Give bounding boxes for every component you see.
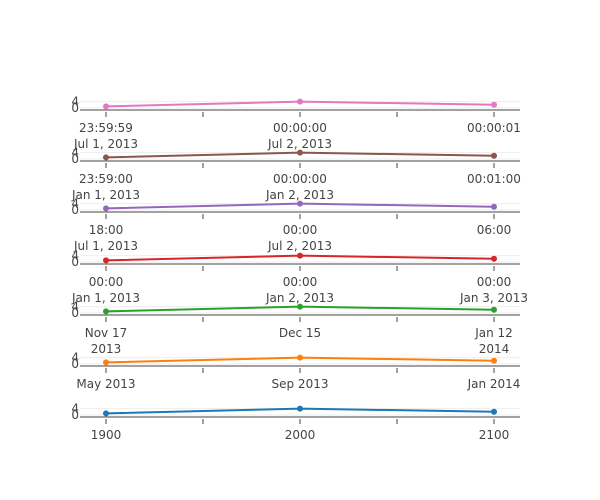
x-tick-label-secondary: Jan 1, 2013 bbox=[71, 188, 140, 202]
data-point bbox=[297, 303, 303, 310]
x-tick-label-secondary: Jan 3, 2013 bbox=[459, 291, 528, 305]
y-tick-label: 0 bbox=[71, 152, 79, 166]
y-tick-label: 0 bbox=[71, 306, 79, 320]
y-tick-label: 0 bbox=[71, 408, 79, 422]
y-tick-label: 0 bbox=[71, 101, 79, 115]
subplot-5: 40 Nov 17 2013 Dec 15 Jan 12 2014 bbox=[71, 300, 520, 356]
x-tick-label-secondary: Jul 1, 2013 bbox=[73, 137, 138, 151]
data-point bbox=[297, 405, 303, 412]
data-point bbox=[491, 152, 497, 159]
x-tick-label: 00:00:00 bbox=[273, 172, 327, 186]
x-tick-label: 00:00:00 bbox=[273, 121, 327, 135]
subplot-7: 40 1900 2000 2100 bbox=[71, 402, 520, 442]
y-tick-label: 4 bbox=[71, 146, 79, 160]
x-tick-label: 2000 bbox=[285, 428, 316, 442]
y-tick-label: 0 bbox=[71, 357, 79, 371]
x-tick-label-secondary: 2013 bbox=[91, 342, 122, 356]
data-point bbox=[297, 252, 303, 259]
x-tick-label: 00:01:00 bbox=[467, 172, 521, 186]
y-tick-label: 0 bbox=[71, 203, 79, 217]
data-point bbox=[103, 154, 109, 161]
x-tick-label: 00:00 bbox=[89, 275, 124, 289]
x-tick-label: 23:59:59 bbox=[79, 121, 133, 135]
x-tick-label: 00:00 bbox=[477, 275, 512, 289]
data-point bbox=[491, 101, 497, 108]
x-tick-label-secondary: Jan 1, 2013 bbox=[71, 291, 140, 305]
x-tick-label: 00:00:01 bbox=[467, 121, 521, 135]
x-tick-label: 2100 bbox=[479, 428, 510, 442]
y-tick-label: 4 bbox=[71, 197, 79, 211]
x-tick-label-secondary: Jan 2, 2013 bbox=[265, 188, 334, 202]
x-tick-label: Jan 12 bbox=[474, 326, 513, 340]
subplot-3: 40 18:00 Jul 1, 2013 00:00 Jul 2, 2013 06:00 bbox=[71, 197, 520, 253]
x-tick-label: Nov 17 bbox=[85, 326, 128, 340]
data-point bbox=[103, 205, 109, 212]
x-tick-label: 00:00 bbox=[283, 223, 318, 237]
data-point bbox=[297, 98, 303, 105]
x-tick-label-secondary: Jul 1, 2013 bbox=[73, 239, 138, 253]
y-tick-label: 4 bbox=[71, 249, 79, 263]
data-point bbox=[103, 103, 109, 110]
x-tick-label: Dec 15 bbox=[279, 326, 321, 340]
y-tick-label: 4 bbox=[71, 351, 79, 365]
data-point bbox=[297, 149, 303, 156]
x-tick-label: 18:00 bbox=[89, 223, 124, 237]
data-point bbox=[491, 408, 497, 415]
data-point bbox=[297, 200, 303, 207]
x-tick-label-secondary: Jul 2, 2013 bbox=[267, 239, 332, 253]
data-point bbox=[491, 203, 497, 210]
x-tick-label: May 2013 bbox=[76, 377, 135, 391]
data-point bbox=[491, 357, 497, 364]
x-tick-label: 1900 bbox=[91, 428, 122, 442]
x-tick-label-secondary: 2014 bbox=[479, 342, 510, 356]
data-point bbox=[103, 359, 109, 366]
y-tick-label: 4 bbox=[71, 402, 79, 416]
data-point bbox=[297, 354, 303, 361]
x-tick-label-secondary: Jul 2, 2013 bbox=[267, 137, 332, 151]
x-tick-label: 06:00 bbox=[477, 223, 512, 237]
data-point bbox=[491, 306, 497, 313]
x-tick-label-secondary: Jan 2, 2013 bbox=[265, 291, 334, 305]
x-tick-label: Jan 2014 bbox=[467, 377, 521, 391]
y-tick-label: 4 bbox=[71, 95, 79, 109]
y-tick-label: 4 bbox=[71, 300, 79, 314]
data-point bbox=[491, 255, 497, 262]
subplot-6: 40 May 2013 Sep 2013 Jan 2014 bbox=[71, 351, 520, 391]
x-tick-label: Sep 2013 bbox=[272, 377, 329, 391]
data-point bbox=[103, 410, 109, 417]
x-tick-label: 00:00 bbox=[283, 275, 318, 289]
y-tick-label: 0 bbox=[71, 255, 79, 269]
data-point bbox=[103, 257, 109, 264]
x-tick-label: 23:59:00 bbox=[79, 172, 133, 186]
subplot-4: 40 00:00 Jan 1, 2013 00:00 Jan 2, 2013 00:00 J… bbox=[71, 249, 528, 305]
data-point bbox=[103, 308, 109, 315]
